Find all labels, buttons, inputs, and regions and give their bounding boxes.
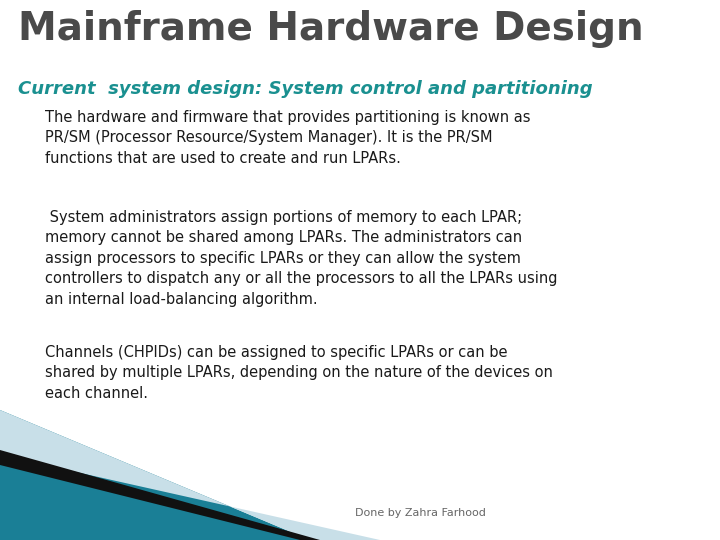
Text: Mainframe Hardware Design: Mainframe Hardware Design [18,10,644,48]
Text: System administrators assign portions of memory to each LPAR;
memory cannot be s: System administrators assign portions of… [45,210,557,307]
Polygon shape [0,450,320,540]
Text: Current  system design: System control and partitioning: Current system design: System control an… [18,80,593,98]
Polygon shape [0,410,380,540]
Text: Done by Zahra Farhood: Done by Zahra Farhood [354,508,485,518]
Text: Channels (CHPIDs) can be assigned to specific LPARs or can be
shared by multiple: Channels (CHPIDs) can be assigned to spe… [45,345,553,401]
Text: The hardware and firmware that provides partitioning is known as
PR/SM (Processo: The hardware and firmware that provides … [45,110,531,166]
Polygon shape [0,410,310,540]
